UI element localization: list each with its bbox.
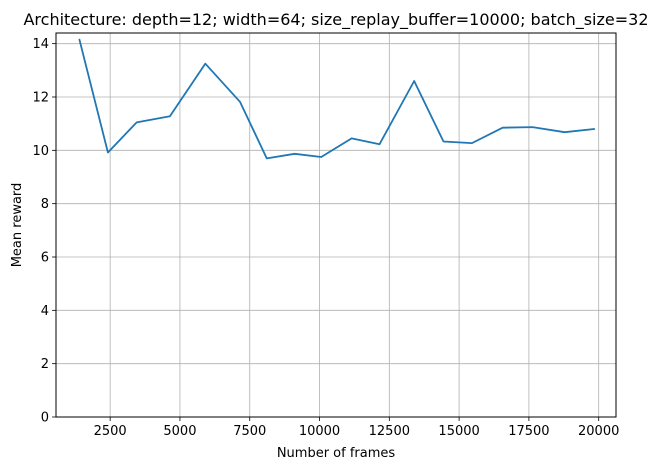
x-tick-label: 5000 bbox=[163, 424, 196, 439]
y-axis-label: Mean reward bbox=[10, 183, 25, 268]
y-tick-label: 2 bbox=[41, 357, 49, 372]
x-tick-label: 7500 bbox=[233, 424, 266, 439]
series-line bbox=[78, 38, 596, 160]
x-tick-label: 20000 bbox=[578, 424, 619, 439]
x-axis-ticks: 2500 5000 7500 10000 12500 15000 17500 20000 bbox=[94, 417, 619, 439]
x-tick-label: 10000 bbox=[299, 424, 340, 439]
x-tick-label: 12500 bbox=[369, 424, 410, 439]
chart-title: Architecture: depth=12; width=64; size_r… bbox=[23, 10, 648, 30]
grid bbox=[56, 33, 616, 418]
plot-frame bbox=[55, 32, 617, 418]
x-tick-label: 15000 bbox=[438, 424, 479, 439]
x-tick-label: 17500 bbox=[508, 424, 549, 439]
y-tick-label: 6 bbox=[41, 251, 49, 266]
y-tick-label: 0 bbox=[41, 411, 49, 426]
y-tick-label: 10 bbox=[32, 144, 49, 159]
series-layer bbox=[78, 38, 596, 160]
y-tick-label: 8 bbox=[41, 197, 49, 212]
y-axis-ticks: 0 2 4 6 8 10 12 14 bbox=[32, 37, 56, 426]
x-axis-label: Number of frames bbox=[277, 446, 396, 461]
y-tick-label: 14 bbox=[32, 37, 49, 52]
y-tick-label: 12 bbox=[32, 91, 49, 106]
y-tick-label: 4 bbox=[41, 304, 49, 319]
x-tick-label: 2500 bbox=[94, 424, 127, 439]
